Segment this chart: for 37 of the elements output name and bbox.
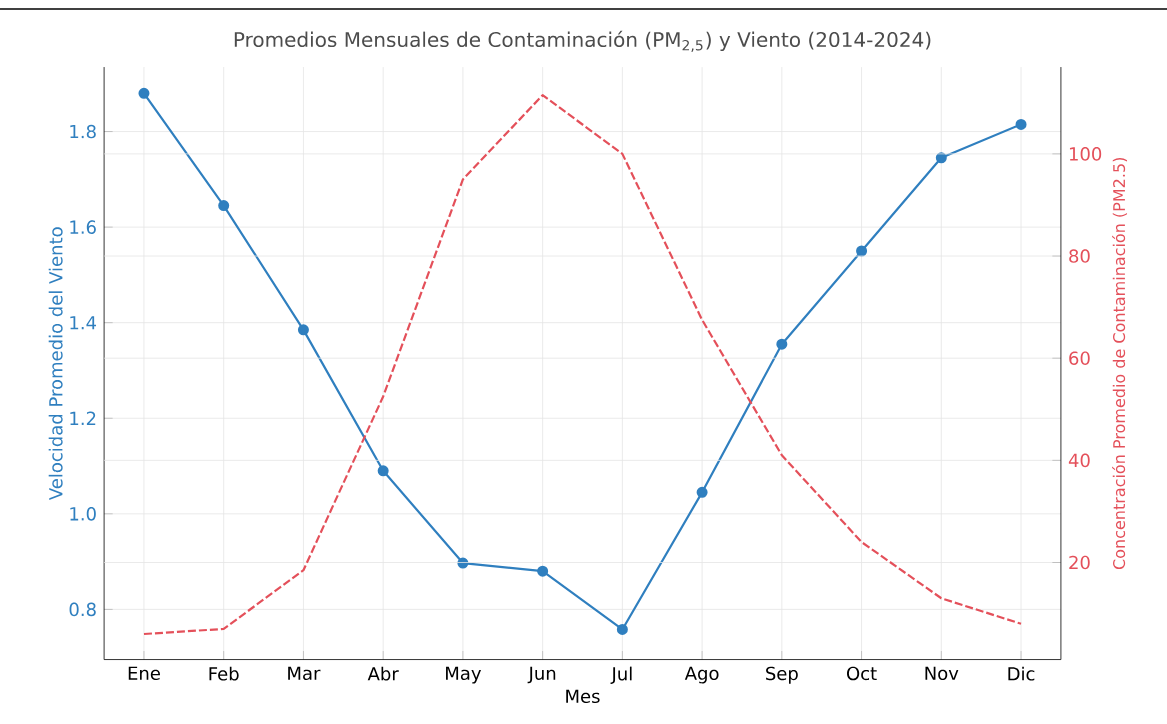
y-tick-label: 1.2 [70, 411, 96, 426]
x-tick-label: Dic [1008, 666, 1035, 681]
y2-tick-label: 20 [1069, 555, 1090, 570]
chart-title: Promedios Mensuales de Contaminación (PM$_{2,5}$) y Viento (2014-2024) [234, 31, 931, 53]
y-axis-title: Velocidad Promedio del Viento [48, 227, 63, 501]
y-tick-label: 0.8 [69, 602, 96, 617]
y-tick-label: 1.4 [70, 316, 97, 330]
y2-axis-title: Concentración Promedio de Contaminación (PM2.5) [1112, 158, 1128, 570]
point [616, 624, 628, 636]
point [138, 88, 150, 100]
y-tick-label: 1.0 [70, 507, 96, 521]
y-tick-label: 1.6 [70, 220, 96, 235]
x-tick-label: May [446, 666, 482, 684]
x-tick-label: Ene [128, 666, 160, 681]
point [297, 324, 309, 336]
y2-tick-label: 60 [1069, 351, 1090, 366]
x-tick-label: Oct [847, 666, 877, 681]
x-axis-title: Mes [566, 689, 600, 704]
point [537, 565, 549, 577]
point [377, 465, 389, 477]
y2-tick-label: 100 [1069, 147, 1102, 161]
x-tick-label: Sep [766, 666, 798, 684]
y2-tick-label: 80 [1069, 249, 1090, 264]
point [696, 487, 708, 499]
x-tick-label: Abr [367, 666, 399, 681]
x-tick-label: Ago [684, 666, 719, 684]
y2-tick-label: 40 [1068, 453, 1090, 468]
point [856, 245, 868, 257]
x-tick-label: Feb [209, 666, 239, 681]
x-tick-label: Jun [527, 666, 556, 684]
x-tick-label: Jul [610, 666, 632, 685]
x-tick-label: Nov [925, 666, 959, 681]
y-tick-label: 1.8 [70, 124, 96, 139]
point [1015, 119, 1027, 131]
point [218, 200, 230, 212]
x-tick-label: Mar [288, 666, 321, 681]
point [776, 338, 788, 350]
